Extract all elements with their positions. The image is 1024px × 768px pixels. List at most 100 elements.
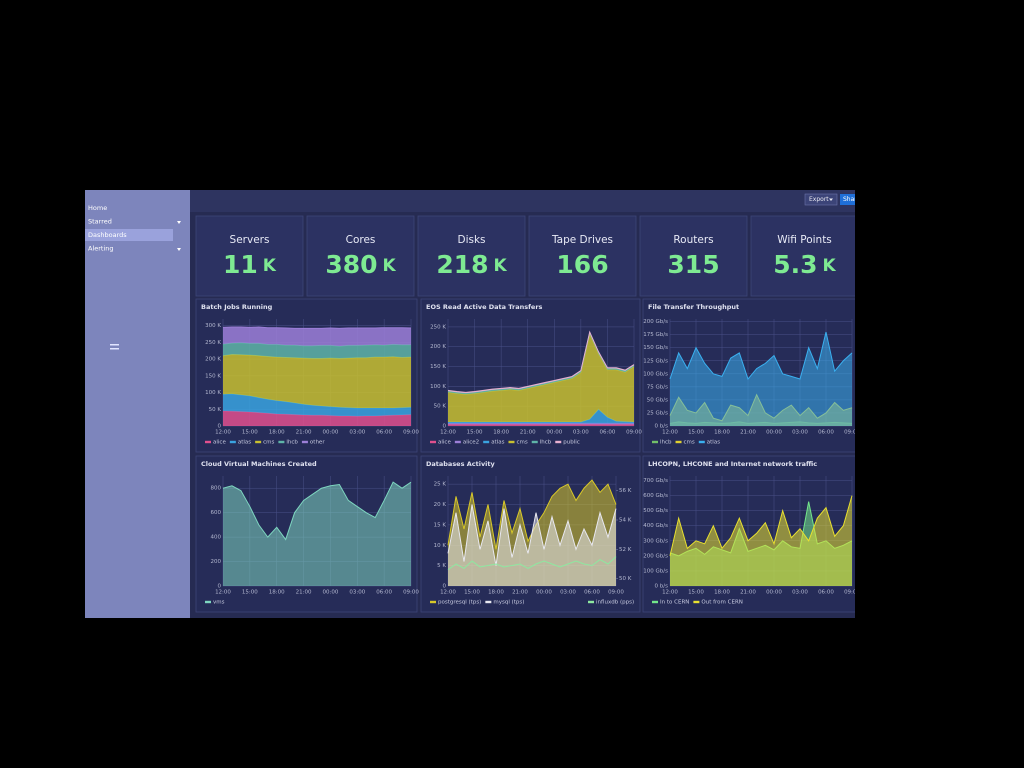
x-tick-label: 06:00 — [818, 430, 834, 436]
y-tick-label: 50 K — [209, 407, 222, 413]
nav-item[interactable]: Starred — [88, 218, 112, 226]
legend-label: other — [310, 440, 325, 446]
stat-number: 315 — [667, 250, 719, 279]
legend-swatch — [675, 440, 682, 444]
y-tick-label: 15 K — [434, 522, 447, 528]
legend-label: Out from CERN — [701, 600, 743, 606]
stat-panel — [639, 215, 748, 297]
legend-swatch — [301, 440, 308, 444]
x-tick-label: 12:00 — [215, 590, 231, 596]
y-tick-label: 100 K — [205, 390, 221, 396]
y-tick-label: 600 — [211, 510, 222, 516]
x-tick-label: 21:00 — [512, 590, 528, 596]
x-tick-label: 09:00 — [844, 430, 860, 436]
area — [448, 409, 634, 424]
legend-label: lhcb — [286, 440, 298, 446]
y-tick-label: 100 Gb/s — [643, 568, 668, 574]
legend-swatch — [229, 440, 236, 444]
line — [447, 330, 635, 393]
x-tick-label: 00:00 — [322, 430, 338, 436]
stat-panel — [306, 215, 415, 297]
nav-item[interactable]: Dashboards — [88, 231, 127, 239]
legend-swatch — [588, 600, 594, 604]
legend-swatch — [483, 440, 490, 444]
legend-label: cms — [263, 440, 274, 446]
chart-title: Cloud Virtual Machines Created — [201, 460, 317, 468]
x-tick-label: 00:00 — [546, 430, 562, 436]
legend-label: alice — [213, 440, 226, 446]
y-tick-label: 0 b/s — [655, 584, 669, 590]
legend-label: cms — [516, 440, 527, 446]
share-label[interactable]: Share — [843, 196, 861, 203]
chart-title: Batch Jobs Running — [201, 303, 273, 311]
stat-unit: K — [823, 256, 837, 276]
x-tick-label: 15:00 — [242, 590, 258, 596]
x-tick-label: 00:00 — [766, 590, 782, 596]
legend-swatch — [652, 600, 658, 604]
legend-label: alice — [438, 440, 451, 446]
legend-label: lhcb — [540, 440, 552, 446]
stat-number: 166 — [556, 250, 608, 279]
nav-item[interactable]: Alerting — [88, 245, 114, 253]
nav-item[interactable]: Home — [88, 204, 107, 212]
x-tick-label: 21:00 — [520, 430, 536, 436]
legend-swatch — [485, 600, 492, 604]
x-tick-label: 12:00 — [440, 590, 456, 596]
chart-title: File Transfer Throughput — [648, 303, 739, 311]
y-tick-label: 400 — [211, 535, 222, 541]
share-button[interactable] — [840, 194, 864, 205]
y-tick-label: 0 — [218, 584, 222, 590]
chart-title: EOS Read Active Data Transfers — [426, 303, 543, 311]
y-tick-label: 0 — [443, 424, 447, 430]
x-tick-label: 15:00 — [464, 590, 480, 596]
x-tick-label: 09:00 — [403, 590, 419, 596]
legend-swatch — [693, 600, 700, 604]
x-tick-label: 00:00 — [322, 590, 338, 596]
caret — [829, 198, 833, 201]
plot: 0 200 400 600 800 12:00 15:00 18:00 21:00 00:00 03… — [205, 476, 419, 606]
stat-value: 315 — [667, 250, 719, 279]
legend-swatch — [205, 440, 211, 444]
x-tick-label: 03:00 — [792, 430, 808, 436]
area — [448, 504, 616, 586]
line — [669, 331, 853, 381]
stat-panel — [195, 215, 304, 297]
x-tick-label: 21:00 — [740, 590, 756, 596]
legend-swatch — [698, 440, 705, 444]
plot: 0 b/s 100 Gb/s 200 Gb/s 300 Gb/s 400 Gb/s 500… — [643, 476, 860, 606]
stat-title: Disks — [457, 234, 485, 246]
stat-number: 380 — [325, 250, 377, 279]
chart-title: Databases Activity — [426, 460, 496, 468]
export-button[interactable] — [804, 193, 838, 206]
x-tick-label: 15:00 — [688, 430, 704, 436]
legend-label: mysql (tps) — [493, 600, 524, 606]
x-tick-label: 03:00 — [560, 590, 576, 596]
handle — [110, 344, 119, 346]
y-tick-label: 50 Gb/s — [647, 397, 668, 403]
export-label[interactable]: Export — [809, 196, 829, 203]
x-tick-label: 03:00 — [349, 590, 365, 596]
x-tick-label: 09:00 — [403, 430, 419, 436]
y-tick-label: 250 K — [430, 324, 446, 330]
stat-title: Routers — [673, 234, 713, 246]
area — [223, 482, 411, 586]
x-tick-label: 09:00 — [844, 590, 860, 596]
y2-tick-label: 56 K — [619, 488, 632, 494]
plot: 0 b/s 25 Gb/s 50 Gb/s 75 Gb/s 100 Gb/s 125 Gb… — [643, 319, 860, 446]
x-tick-label: 12:00 — [215, 430, 231, 436]
chart-title: LHCOPN, LHCONE and Internet network traf… — [648, 460, 817, 468]
area — [223, 393, 411, 417]
stat-number: 5.3 — [773, 250, 817, 279]
legend-swatch — [454, 440, 461, 444]
legend-label: postgresql (tps) — [438, 600, 481, 606]
y-tick-label: 0 b/s — [655, 424, 669, 430]
area — [223, 410, 411, 426]
screen: Export Share Home Starred Dashboards Alerti… — [85, 190, 864, 618]
y-tick-label: 0 — [443, 584, 447, 590]
y-tick-label: 25 K — [434, 482, 447, 488]
stat-value: 5.3 K — [773, 250, 836, 279]
y2-tick-label: 54 K — [619, 518, 632, 524]
y-tick-label: 150 K — [205, 373, 221, 379]
y2-tick-label: 50 K — [619, 576, 632, 582]
